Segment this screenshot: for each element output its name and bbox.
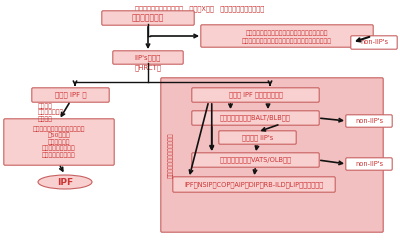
Text: 以下の４項目中３項目を満たす
・50歳以上
・繌忎な発症
・３カ月以上の経過
・両側肺野の捻馬音: 以下の４項目中３項目を満たす ・50歳以上 ・繌忎な発症 ・３カ月以上の経過 ・… — [33, 126, 85, 158]
FancyBboxPatch shape — [32, 88, 109, 102]
Ellipse shape — [38, 175, 92, 189]
Text: 原因の明らかなびまん性肺疾患を疑い（感染症、: 原因の明らかなびまん性肺疾患を疑い（感染症、 — [246, 30, 328, 36]
FancyBboxPatch shape — [102, 11, 194, 25]
FancyBboxPatch shape — [346, 158, 392, 170]
Text: 典型的 IPF 像とはいえない: 典型的 IPF 像とはいえない — [228, 92, 282, 98]
Text: IPF: IPF — [57, 177, 73, 186]
Text: 専門施設での診断が望ましい: 専門施設での診断が望ましい — [168, 132, 174, 178]
FancyBboxPatch shape — [192, 88, 319, 102]
Text: IPF、NSIP、COP、AIP、DIP、RB-ILD、LIP・・・・・・: IPF、NSIP、COP、AIP、DIP、RB-ILD、LIP・・・・・・ — [184, 181, 324, 188]
Text: ＜HRCT＞: ＜HRCT＞ — [134, 64, 162, 71]
Text: 臨床診断 IIP's: 臨床診断 IIP's — [242, 134, 273, 141]
Text: ・肺底部
・蛋巣直下働位
・蜂巣芺: ・肺底部 ・蛋巣直下働位 ・蜂巣芺 — [38, 103, 64, 122]
FancyBboxPatch shape — [113, 51, 183, 64]
FancyBboxPatch shape — [192, 111, 319, 125]
FancyBboxPatch shape — [351, 36, 397, 49]
FancyBboxPatch shape — [192, 153, 319, 167]
Text: じん塩、薬剤性肺炎、サルコイドーシス、膏原病ほか: じん塩、薬剤性肺炎、サルコイドーシス、膏原病ほか — [242, 38, 332, 44]
FancyBboxPatch shape — [161, 78, 383, 232]
FancyBboxPatch shape — [173, 177, 335, 192]
FancyBboxPatch shape — [219, 131, 296, 144]
FancyBboxPatch shape — [4, 119, 114, 165]
FancyBboxPatch shape — [346, 115, 392, 127]
Text: ＜気管支鏡検査（BALT/BLB）＞: ＜気管支鏡検査（BALT/BLB）＞ — [220, 115, 291, 121]
Text: ＜外科的肺生検（VATS/OLB）＞: ＜外科的肺生検（VATS/OLB）＞ — [220, 157, 292, 163]
Text: ＜詳細な問診、身体所見＞   ＜胸部X線＞   ＜呼吸機能、血液検査＞: ＜詳細な問診、身体所見＞ ＜胸部X線＞ ＜呼吸機能、血液検査＞ — [135, 5, 265, 12]
Text: non-IIP's: non-IIP's — [355, 118, 383, 124]
Text: 典型的 IPF 像: 典型的 IPF 像 — [55, 92, 86, 98]
Text: non-IIP's: non-IIP's — [355, 161, 383, 167]
Text: IIP'sの疑い: IIP'sの疑い — [135, 54, 161, 61]
Text: びまん性肺疾患: びまん性肺疾患 — [132, 13, 164, 23]
Text: non-IIP's: non-IIP's — [360, 39, 388, 46]
FancyBboxPatch shape — [201, 25, 373, 47]
